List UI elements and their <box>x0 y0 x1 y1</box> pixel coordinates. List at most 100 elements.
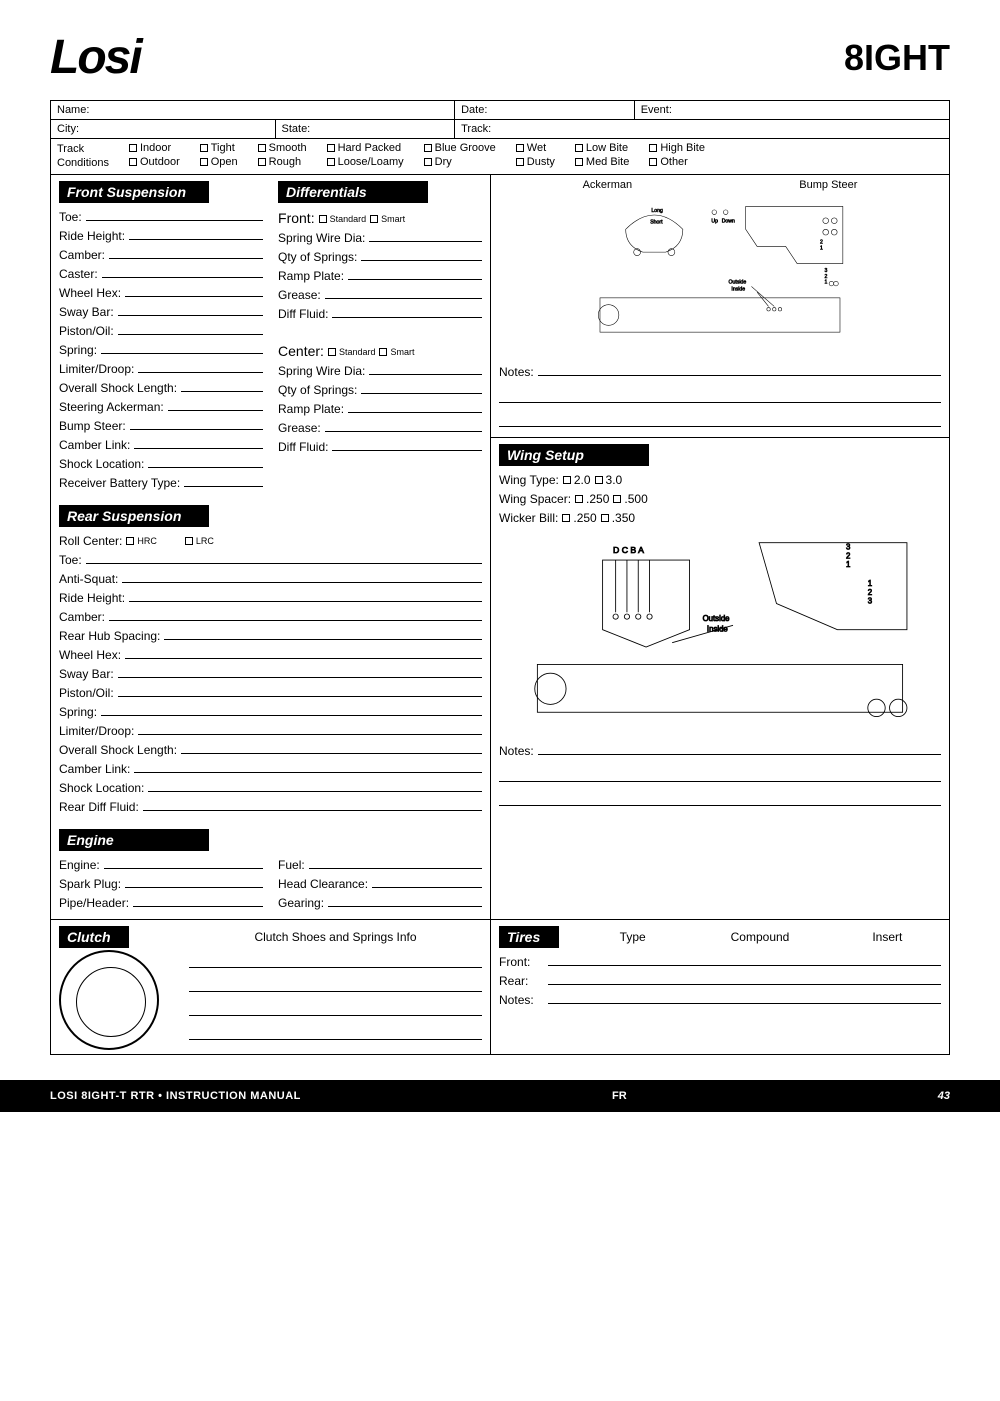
fill-line[interactable] <box>122 582 482 583</box>
fill-line[interactable] <box>168 410 263 411</box>
track-check-high-bite[interactable]: High Bite <box>649 142 705 154</box>
fill-line[interactable] <box>134 772 482 773</box>
fill-line[interactable] <box>134 448 263 449</box>
fill-line[interactable] <box>148 467 263 468</box>
notes-line[interactable] <box>499 385 941 403</box>
fill-line[interactable] <box>138 734 482 735</box>
fill-line[interactable] <box>86 563 482 564</box>
diff-center-field: Diff Fluid: <box>278 440 482 454</box>
fill-line[interactable] <box>86 220 263 221</box>
rear-susp-field: Anti-Squat: <box>59 572 482 586</box>
wing-spacer-500[interactable]: .500 <box>613 492 647 506</box>
track-check-smooth[interactable]: Smooth <box>258 142 307 154</box>
fill-line[interactable] <box>125 658 482 659</box>
track-check-tight[interactable]: Tight <box>200 142 238 154</box>
clutch-line[interactable] <box>189 1022 482 1040</box>
fill-line[interactable] <box>181 391 263 392</box>
wicker-250[interactable]: .250 <box>562 511 596 525</box>
notes-line[interactable] <box>499 409 941 427</box>
clutch-line[interactable] <box>189 950 482 968</box>
fill-line[interactable] <box>181 753 482 754</box>
track-check-outdoor[interactable]: Outdoor <box>129 156 180 168</box>
fill-line[interactable] <box>369 374 482 375</box>
track-check-rough[interactable]: Rough <box>258 156 307 168</box>
clutch-line[interactable] <box>189 998 482 1016</box>
track-check-dry[interactable]: Dry <box>424 156 496 168</box>
track-check-loose/loamy[interactable]: Loose/Loamy <box>327 156 404 168</box>
fill-line[interactable] <box>125 296 263 297</box>
track-check-med-bite[interactable]: Med Bite <box>575 156 629 168</box>
fill-line[interactable] <box>548 984 941 985</box>
track-check-indoor[interactable]: Indoor <box>129 142 180 154</box>
fill-line[interactable] <box>361 393 482 394</box>
fill-line[interactable] <box>348 279 482 280</box>
tires-row: Front: <box>499 955 941 969</box>
fill-line[interactable] <box>101 715 482 716</box>
track-check-open[interactable]: Open <box>200 156 238 168</box>
fill-line[interactable] <box>129 601 482 602</box>
wing-section: Wing Setup Wing Type: 2.0 3.0 Wing Space… <box>491 437 949 534</box>
fill-line[interactable] <box>109 258 263 259</box>
diff-center-smart[interactable]: Smart <box>379 347 414 357</box>
svg-text:3: 3 <box>846 542 850 551</box>
wicker-350[interactable]: .350 <box>601 511 635 525</box>
fill-line[interactable] <box>548 1003 941 1004</box>
fill-line[interactable] <box>118 315 263 316</box>
fill-line[interactable] <box>325 431 482 432</box>
fill-line[interactable] <box>104 868 263 869</box>
front-susp-field: Bump Steer: <box>59 419 263 433</box>
fill-line[interactable] <box>143 810 482 811</box>
engine-section: Engine Engine:Spark Plug:Pipe/Header: Fu… <box>59 827 482 915</box>
left-column: Front Suspension Toe:Ride Height:Camber:… <box>51 175 491 919</box>
fill-line[interactable] <box>148 791 482 792</box>
fill-line[interactable] <box>118 334 263 335</box>
diff-center-std[interactable]: Standard <box>328 347 376 357</box>
fill-line[interactable] <box>133 906 263 907</box>
fill-line[interactable] <box>118 677 482 678</box>
fill-line[interactable] <box>332 317 482 318</box>
fill-line[interactable] <box>348 412 482 413</box>
fill-line[interactable] <box>109 620 482 621</box>
svg-text:1: 1 <box>825 279 828 285</box>
right-column: Ackerman Bump Steer Long Short Up Down <box>491 175 949 919</box>
fill-line[interactable] <box>361 260 482 261</box>
fill-line[interactable] <box>129 239 263 240</box>
wing-type-20[interactable]: 2.0 <box>563 473 591 487</box>
notes-line[interactable] <box>499 788 941 806</box>
fill-line[interactable] <box>548 965 941 966</box>
roll-lrc[interactable]: LRC <box>185 536 214 546</box>
fill-line[interactable] <box>369 241 482 242</box>
track-check-low-bite[interactable]: Low Bite <box>575 142 629 154</box>
svg-text:D C B A: D C B A <box>613 545 644 555</box>
fill-line[interactable] <box>332 450 482 451</box>
clutch-line[interactable] <box>189 974 482 992</box>
fill-line[interactable] <box>325 298 482 299</box>
track-check-wet[interactable]: Wet <box>516 142 555 154</box>
fill-line[interactable] <box>309 868 482 869</box>
track-checks-4: Hard Packed Loose/Loamy <box>327 142 404 171</box>
track-check-other[interactable]: Other <box>649 156 705 168</box>
fill-line[interactable] <box>118 696 482 697</box>
fill-line[interactable] <box>328 906 482 907</box>
svg-text:3: 3 <box>825 268 828 274</box>
fill-line[interactable] <box>102 277 263 278</box>
diff-front-std[interactable]: Standard <box>319 214 367 224</box>
fill-line[interactable] <box>372 887 482 888</box>
fill-line[interactable] <box>125 887 263 888</box>
fill-line[interactable] <box>138 372 263 373</box>
svg-text:Outside: Outside <box>729 279 747 285</box>
fill-line[interactable] <box>184 486 263 487</box>
wing-spacer-250[interactable]: .250 <box>575 492 609 506</box>
track-check-hard-packed[interactable]: Hard Packed <box>327 142 404 154</box>
wing-type-30[interactable]: 3.0 <box>595 473 623 487</box>
fill-line[interactable] <box>101 353 263 354</box>
track-check-dusty[interactable]: Dusty <box>516 156 555 168</box>
notes-line[interactable] <box>499 764 941 782</box>
front-susp-field: Overall Shock Length: <box>59 381 263 395</box>
track-check-blue-groove[interactable]: Blue Groove <box>424 142 496 154</box>
roll-hrc[interactable]: HRC <box>126 536 157 546</box>
fill-line[interactable] <box>164 639 482 640</box>
logo-losi: Losi <box>50 30 141 85</box>
fill-line[interactable] <box>130 429 263 430</box>
diff-front-smart[interactable]: Smart <box>370 214 405 224</box>
